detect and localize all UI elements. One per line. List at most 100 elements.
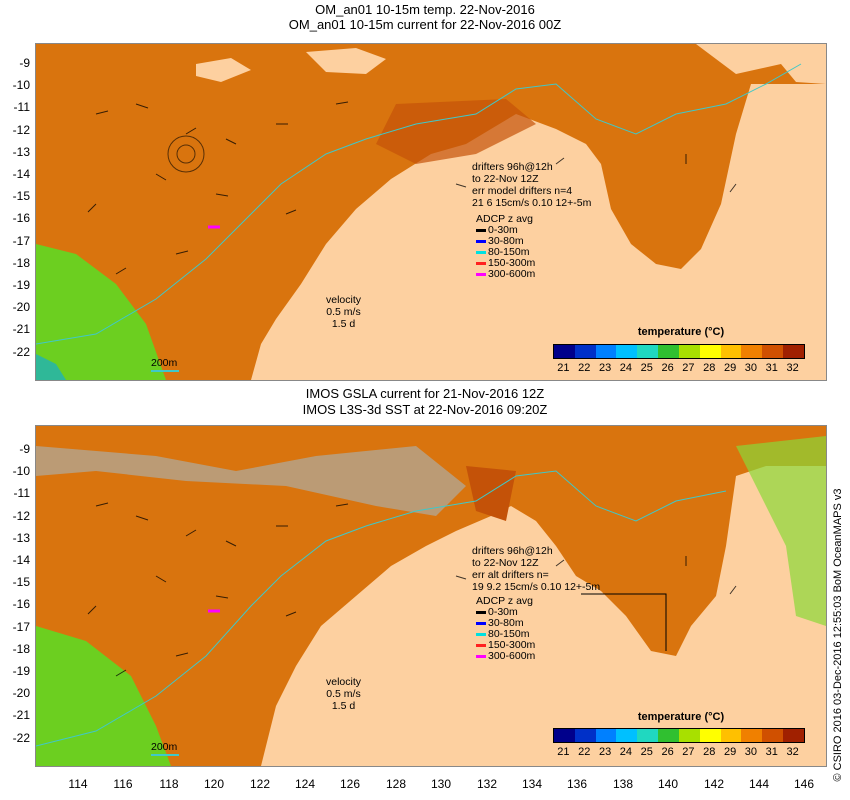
adcp-legend: ADCP z avg 0-30m 30-80m 80-150m 150-300m 300… <box>476 596 535 662</box>
x-tick-label: 130 <box>430 777 452 791</box>
panel2-title-line1: IMOS GSLA current for 21-Nov-2016 12Z <box>305 386 545 401</box>
colorbar <box>553 728 805 743</box>
y-tick-label: -14 <box>12 553 30 567</box>
velocity-duration: 1.5 d <box>331 700 356 712</box>
colorbar-segment <box>637 345 659 358</box>
y-tick-label: -9 <box>19 442 30 456</box>
adcp-swatch <box>476 644 486 647</box>
y-tick-label: -15 <box>12 189 30 203</box>
adcp-legend-item: 80-150m <box>476 247 535 258</box>
sst-map <box>36 426 826 766</box>
x-tick-label: 120 <box>203 777 225 791</box>
velocity-scale: velocity 0.5 m/s 1.5 d <box>326 294 361 330</box>
colorbar-tick: 27 <box>682 362 695 374</box>
colorbar-ticks: 21 22 23 24 25 26 27 28 29 30 31 32 <box>553 362 803 376</box>
adcp-label: 150-300m <box>488 257 536 269</box>
adcp-label: 80-150m <box>488 246 530 258</box>
drifter-line: to 22-Nov 12Z <box>472 557 539 569</box>
y-tick-label: -19 <box>12 664 30 678</box>
adcp-legend-title: ADCP z avg <box>476 595 533 607</box>
x-tick-label: 138 <box>612 777 634 791</box>
colorbar-segment <box>574 345 596 358</box>
eddy <box>167 135 205 173</box>
colorbar-segment <box>720 345 742 358</box>
colorbar-tick: 25 <box>640 746 653 758</box>
cloud-gap <box>36 446 466 516</box>
colorbar-title: temperature (°C) <box>637 326 725 338</box>
colorbar-tick: 30 <box>744 746 758 758</box>
adcp-swatch <box>476 240 486 243</box>
x-tick-label: 140 <box>657 777 679 791</box>
colorbar-segment <box>762 729 784 742</box>
y-tick-label: -10 <box>12 78 30 92</box>
colorbar-tick: 22 <box>578 362 591 374</box>
x-tick-label: 124 <box>294 777 316 791</box>
colorbar-tick: 27 <box>682 746 695 758</box>
colorbar-segment <box>616 345 638 358</box>
adcp-legend-item: 150-300m <box>476 258 535 269</box>
y-tick-label: -11 <box>13 100 30 114</box>
colorbar-tick: 23 <box>598 746 612 758</box>
adcp-swatch <box>476 655 486 658</box>
adcp-label: 30-80m <box>488 235 524 247</box>
x-tick-label: 146 <box>793 777 815 791</box>
x-tick-label: 122 <box>249 777 271 791</box>
y-tick-label: -10 <box>12 464 30 478</box>
colorbar-segment <box>783 345 804 358</box>
colorbar-tick: 26 <box>661 362 674 374</box>
adcp-swatch <box>476 622 486 625</box>
y-tick-label: -13 <box>12 145 30 159</box>
colorbar-tick: 32 <box>786 746 799 758</box>
eddy <box>176 144 196 164</box>
adcp-legend-item: 80-150m <box>476 629 535 640</box>
colorbar-segment <box>574 729 596 742</box>
x-tick-label: 134 <box>521 777 543 791</box>
colorbar-tick: 30 <box>744 362 758 374</box>
y-tick-label: -19 <box>12 278 30 292</box>
colorbar-tick: 31 <box>765 746 778 758</box>
velocity-label: velocity <box>326 294 362 306</box>
x-tick-label: 128 <box>385 777 407 791</box>
colorbar-segment <box>741 729 763 742</box>
colorbar-segment <box>699 345 721 358</box>
drifter-legend: drifters 96h@12h to 22-Nov 12Z err model… <box>472 161 591 209</box>
adcp-label: 0-30m <box>488 606 518 618</box>
velocity-value: 0.5 m/s <box>326 688 361 700</box>
velocity-value: 0.5 m/s <box>326 306 361 318</box>
colorbar-tick: 29 <box>723 362 737 374</box>
adcp-swatch <box>476 273 486 276</box>
y-tick-label: -9 <box>19 56 30 70</box>
colorbar-segment <box>595 345 617 358</box>
colorbar-tick: 31 <box>765 362 778 374</box>
adcp-legend-item: 0-30m <box>476 225 535 236</box>
drifter-line: to 22-Nov 12Z <box>472 173 539 185</box>
colorbar-segment <box>699 729 721 742</box>
y-tick-label: -21 <box>12 322 30 336</box>
colorbar-ticks: 21 22 23 24 25 26 27 28 29 30 31 32 <box>553 746 803 760</box>
colorbar-segment <box>678 729 700 742</box>
drifter-line: err model drifters n=4 <box>472 185 573 197</box>
drifter-line: 19 9.2 15cm/s 0.10 12+-5m <box>472 581 601 593</box>
adcp-legend-title: ADCP z avg <box>476 213 533 225</box>
colorbar-tick: 23 <box>598 362 612 374</box>
east-land-mass <box>696 44 826 84</box>
colorbar-segment <box>720 729 742 742</box>
x-tick-label: 136 <box>566 777 588 791</box>
adcp-label: 30-80m <box>488 617 524 629</box>
y-tick-label: -11 <box>13 486 30 500</box>
y-tick-label: -15 <box>12 575 30 589</box>
colorbar-segment <box>595 729 617 742</box>
x-tick-label: 118 <box>159 777 179 791</box>
teal-coastal-strip <box>36 354 66 380</box>
colorbar-segment <box>741 345 763 358</box>
y-tick-label: -14 <box>12 167 30 181</box>
isobath-swatch <box>151 754 179 756</box>
northern-island <box>306 48 386 74</box>
y-tick-label: -16 <box>12 597 30 611</box>
x-tick-label: 114 <box>68 777 88 791</box>
colorbar-tick: 24 <box>619 746 633 758</box>
adcp-legend-item: 30-80m <box>476 236 535 247</box>
y-tick-label: -22 <box>12 731 30 745</box>
adcp-label: 300-600m <box>488 650 536 662</box>
adcp-legend-item: 0-30m <box>476 607 535 618</box>
